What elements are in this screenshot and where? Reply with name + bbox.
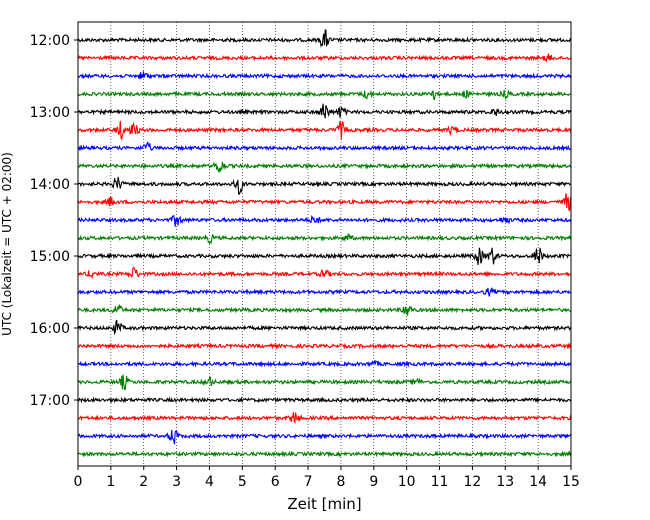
x-tick-label: 7 — [304, 474, 313, 490]
trace-row — [77, 103, 572, 119]
x-tick-label: 3 — [172, 474, 181, 490]
x-tick-label: 13 — [496, 474, 514, 490]
x-tick-label: 2 — [139, 474, 148, 490]
trace-row — [77, 247, 572, 266]
x-tick-label: 9 — [369, 474, 378, 490]
trace-row — [77, 319, 572, 336]
x-tick-label: 4 — [205, 474, 214, 490]
trace-row — [77, 120, 572, 141]
y-tick-label: 16:00 — [30, 321, 70, 337]
trace-row — [78, 303, 572, 316]
trace-row — [77, 176, 572, 195]
y-tick-label: 17:00 — [30, 393, 70, 409]
trace-row — [77, 266, 572, 280]
x-tick-label: 0 — [74, 474, 83, 490]
trace-group — [77, 29, 572, 458]
y-axis-ticks: 12:00 13:00 14:00 15:00 16:00 17:00 — [30, 33, 78, 409]
y-tick-label: 15:00 — [30, 249, 70, 265]
trace-row — [77, 53, 572, 63]
trace-row — [77, 359, 572, 368]
y-tick-label: 14:00 — [30, 177, 70, 193]
trace-row — [77, 396, 572, 404]
trace-row — [77, 374, 572, 391]
trace-row — [77, 286, 572, 297]
plot-frame — [77, 21, 572, 467]
trace-row — [77, 450, 572, 458]
x-tick-label: 15 — [562, 474, 580, 490]
x-tick-label: 10 — [398, 474, 416, 490]
y-tick-label: 12:00 — [30, 33, 70, 49]
trace-row — [77, 342, 572, 350]
x-tick-label: 8 — [336, 474, 345, 490]
trace-row — [77, 232, 572, 245]
trace-row — [77, 215, 572, 227]
y-axis-title: UTC (Lokalzeit = UTC + 02:00) — [0, 152, 14, 336]
trace-row — [77, 141, 572, 152]
x-tick-label: 14 — [529, 474, 547, 490]
x-tick-label: 11 — [431, 474, 449, 490]
x-tick-label: 6 — [271, 474, 280, 490]
trace-row — [77, 412, 572, 425]
trace-row — [77, 429, 572, 445]
x-tick-label: 5 — [238, 474, 247, 490]
x-axis-title: Zeit [min] — [287, 495, 361, 513]
trace-row — [77, 88, 572, 101]
x-tick-label: 1 — [106, 474, 115, 490]
trace-row — [77, 29, 571, 48]
trace-row — [77, 193, 572, 212]
x-tick-label: 12 — [463, 474, 481, 490]
trace-row — [77, 71, 572, 80]
y-tick-label: 13:00 — [30, 105, 70, 121]
x-axis-ticks: 0 1 2 3 4 5 6 7 8 9 10 11 12 13 14 15 — [74, 466, 580, 490]
trace-row — [77, 161, 572, 173]
